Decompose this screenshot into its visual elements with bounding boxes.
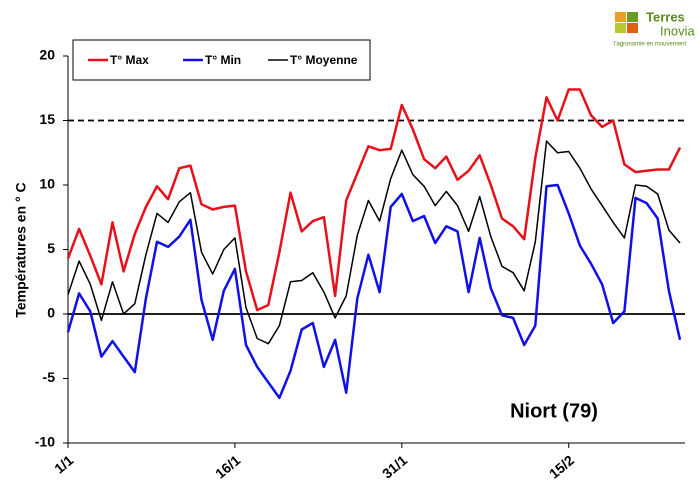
- x-tick-label: 1/1: [51, 452, 76, 477]
- x-tick-label: 16/1: [212, 452, 243, 482]
- y-axis-label: Températures en ° C: [13, 182, 29, 317]
- logo-mark: [615, 12, 626, 22]
- y-tick-label: 15: [39, 111, 55, 127]
- x-tick-label: 15/2: [546, 452, 577, 482]
- legend-label: T° Min: [205, 53, 241, 67]
- legend-label: T° Moyenne: [290, 53, 358, 67]
- y-tick-label: -5: [43, 369, 56, 385]
- logo-tagline: l'agronomie en mouvement: [614, 42, 687, 48]
- y-tick-label: 0: [47, 305, 55, 321]
- legend-label: T° Max: [110, 53, 149, 67]
- y-tick-label: -10: [35, 434, 55, 450]
- logo-text: Terres: [646, 9, 685, 24]
- logo-mark: [627, 23, 638, 33]
- x-tick-label: 31/1: [379, 452, 410, 482]
- y-tick-label: 20: [39, 47, 55, 63]
- logo-text: Inovia: [660, 23, 695, 38]
- logo-mark: [627, 12, 638, 22]
- legend-box: [72, 39, 371, 81]
- y-tick-label: 10: [39, 176, 55, 192]
- logo-mark: [615, 23, 626, 33]
- series-line: [67, 140, 681, 345]
- y-tick-label: 5: [47, 240, 55, 256]
- series-line: [66, 183, 682, 400]
- series-line: [66, 88, 682, 312]
- annotation: Niort (79): [510, 400, 598, 422]
